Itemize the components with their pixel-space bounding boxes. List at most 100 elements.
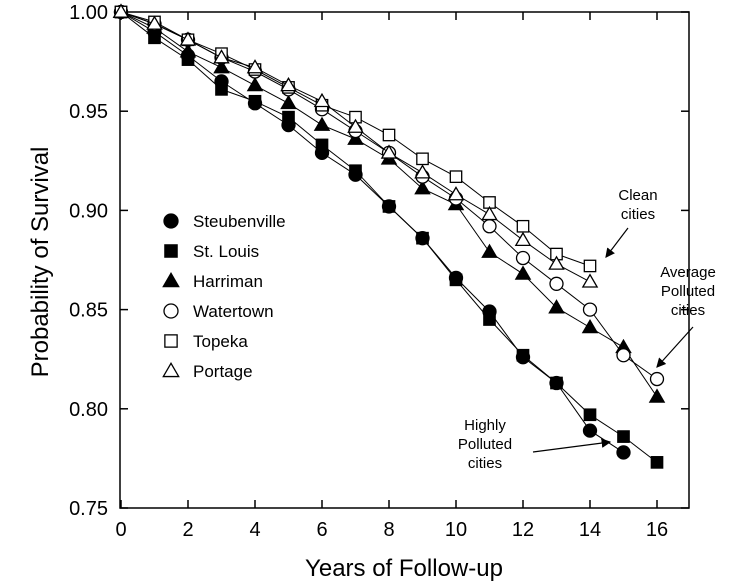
x-tick-label: 8 xyxy=(383,519,394,541)
x-axis: 0 2 4 6 8 10 12 14 16 xyxy=(115,12,668,541)
data-point xyxy=(280,94,297,110)
data-point xyxy=(483,313,496,326)
annotation-text: Average xyxy=(660,264,716,281)
x-axis-title: Years of Follow-up xyxy=(305,555,503,582)
data-point xyxy=(583,408,597,422)
data-point xyxy=(449,273,463,287)
data-point xyxy=(481,205,498,221)
annotation-text: cities xyxy=(671,302,705,319)
y-tick-label: 0.95 xyxy=(69,101,108,123)
x-tick-label: 16 xyxy=(646,519,668,541)
y-tick-label: 0.80 xyxy=(69,399,108,421)
y-tick-label: 1.00 xyxy=(69,2,108,24)
data-point xyxy=(514,265,532,280)
series-line xyxy=(120,11,624,453)
annotation: Average Polluted cities xyxy=(656,264,716,368)
data-point xyxy=(617,430,630,443)
legend-label: Topeka xyxy=(193,332,248,351)
series-portage xyxy=(112,3,599,288)
data-point xyxy=(349,164,362,178)
data-point xyxy=(112,3,130,18)
legend-label: Portage xyxy=(193,362,253,381)
legend-marker xyxy=(163,303,179,319)
data-point xyxy=(313,116,331,131)
data-point xyxy=(382,200,396,213)
annotation: Highly Polluted cities xyxy=(458,417,612,472)
data-point xyxy=(248,94,262,108)
data-point xyxy=(581,273,599,288)
x-tick-label: 4 xyxy=(249,519,260,541)
legend-marker xyxy=(163,213,179,229)
data-point xyxy=(382,128,396,142)
data-point xyxy=(616,348,631,363)
annotation-text: Highly xyxy=(464,417,506,434)
legend-item: Portage xyxy=(162,361,253,381)
data-point xyxy=(548,299,565,314)
data-point xyxy=(482,219,497,234)
annotation-text: cities xyxy=(621,206,655,223)
legend-marker xyxy=(162,271,180,288)
data-point xyxy=(616,445,631,460)
legend-marker xyxy=(162,361,180,378)
series-st-louis xyxy=(114,5,664,469)
legend-item: St. Louis xyxy=(164,242,259,261)
data-point xyxy=(416,231,429,245)
y-tick-label: 0.85 xyxy=(69,300,108,322)
data-point xyxy=(582,302,598,317)
data-point xyxy=(516,219,530,233)
data-point xyxy=(583,259,597,273)
legend-label: St. Louis xyxy=(193,242,259,261)
legend-item: Steubenville xyxy=(163,212,286,231)
data-point xyxy=(648,388,666,403)
data-point xyxy=(449,170,463,184)
data-point xyxy=(514,231,532,246)
annotation-text: cities xyxy=(468,455,502,472)
data-point xyxy=(516,348,530,362)
data-point xyxy=(481,243,498,258)
legend-marker xyxy=(164,244,178,258)
data-point xyxy=(581,318,599,334)
data-point xyxy=(213,59,230,74)
data-point xyxy=(650,456,664,469)
data-point xyxy=(246,59,264,74)
y-axis-title: Probability of Survival xyxy=(27,147,54,378)
data-point xyxy=(548,255,565,270)
data-point xyxy=(414,164,431,179)
legend: Steubenville St. Louis Harriman Watertown To… xyxy=(162,212,286,381)
data-point xyxy=(549,276,564,291)
annotation-arrow xyxy=(656,326,694,368)
y-tick-label: 0.75 xyxy=(69,498,108,520)
x-tick-label: 14 xyxy=(579,519,601,541)
data-point xyxy=(148,31,161,45)
annotation-arrow xyxy=(532,438,612,453)
annotations: Clean cities Average Polluted cities Highly Po… xyxy=(458,187,716,472)
data-point xyxy=(414,180,431,195)
x-tick-label: 10 xyxy=(445,519,467,541)
annotation-text: Clean xyxy=(618,187,657,204)
data-point xyxy=(550,376,563,390)
legend-marker xyxy=(164,334,178,348)
data-point xyxy=(215,83,228,96)
data-point xyxy=(416,152,429,166)
legend-item: Watertown xyxy=(163,302,274,321)
legend-label: Watertown xyxy=(193,302,274,321)
legend-item: Topeka xyxy=(164,332,248,351)
data-point xyxy=(179,31,197,46)
x-tick-label: 12 xyxy=(512,519,534,541)
legend-label: Steubenville xyxy=(193,212,286,231)
data-point xyxy=(447,186,465,201)
data-point xyxy=(315,138,329,152)
data-point xyxy=(246,76,264,92)
data-series xyxy=(112,3,666,469)
y-axis: 0.75 0.80 0.85 0.90 0.95 1.00 xyxy=(69,2,689,520)
data-point xyxy=(282,110,295,124)
data-point xyxy=(146,15,163,30)
data-point xyxy=(179,43,197,58)
plot-area-frame xyxy=(119,11,690,509)
annotation-arrow xyxy=(605,227,629,258)
legend-label: Harriman xyxy=(193,272,263,291)
x-tick-label: 0 xyxy=(115,519,126,541)
annotation: Clean cities xyxy=(605,187,658,258)
